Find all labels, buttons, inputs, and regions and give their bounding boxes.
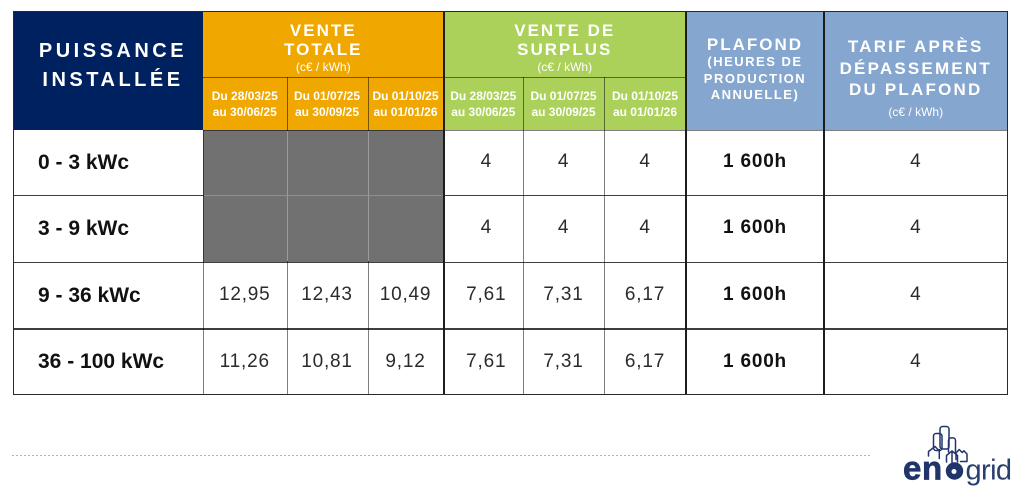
svg-text:grid: grid (966, 455, 1012, 487)
svg-text:en: en (903, 450, 943, 487)
